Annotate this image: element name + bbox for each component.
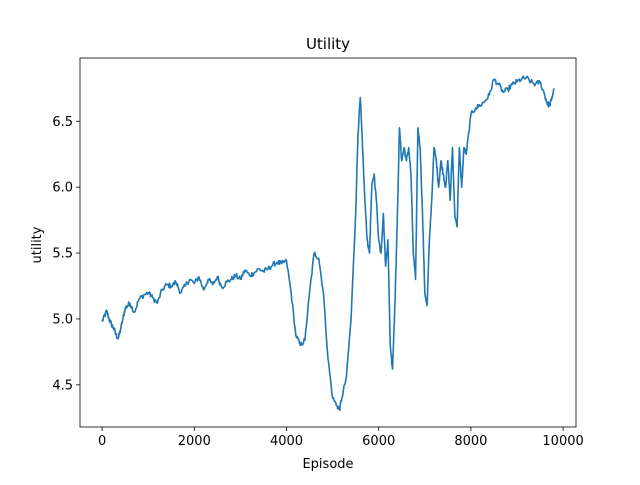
- plot-frame: [79, 57, 577, 428]
- plot-area: [79, 57, 577, 428]
- x-tick-label: 2000: [178, 434, 211, 449]
- chart-title: Utility: [306, 35, 350, 53]
- x-axis-label: Episode: [302, 457, 353, 472]
- y-tick-label: 6.0: [52, 181, 73, 196]
- y-tick-label: 6.5: [52, 115, 73, 130]
- y-tick-label: 4.5: [52, 378, 73, 393]
- x-tick-label: 8000: [454, 434, 487, 449]
- y-tick-label: 5.5: [52, 247, 73, 262]
- y-tick-label: 5.0: [52, 312, 73, 327]
- x-axis-ticks: 0 2000 4000 6000 8000 10000: [98, 427, 584, 449]
- x-tick-label: 4000: [270, 434, 303, 449]
- x-tick-label: 6000: [362, 434, 395, 449]
- y-axis-label: utility: [30, 226, 45, 263]
- x-tick-label: 10000: [542, 434, 583, 449]
- y-axis-ticks: 4.5 5.0 5.5 6.0 6.5: [52, 115, 80, 393]
- utility-series-line: [101, 75, 555, 412]
- x-tick-label: 0: [98, 434, 106, 449]
